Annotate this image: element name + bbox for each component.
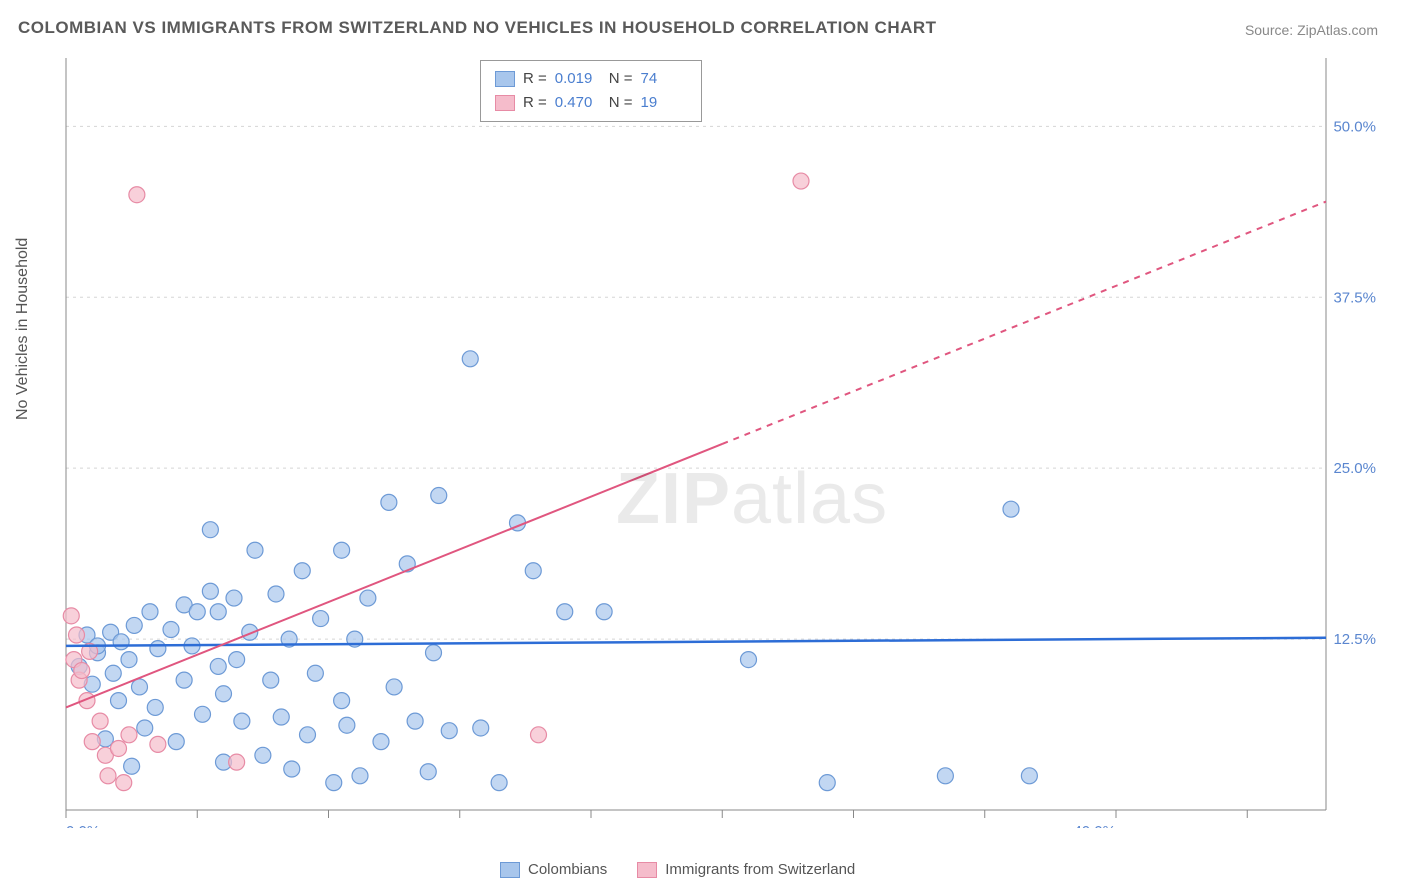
legend-series-label: Immigrants from Switzerland (665, 861, 855, 878)
legend-n-label: N = (609, 91, 633, 115)
legend-series: Colombians Immigrants from Switzerland (500, 861, 855, 878)
legend-swatch (495, 71, 515, 87)
legend-r-value: 0.470 (555, 91, 601, 115)
plot-area: 0.0%40.0%12.5%25.0%37.5%50.0% ZIPatlas (56, 58, 1376, 828)
legend-swatch (495, 95, 515, 111)
chart-svg: 0.0% 40.0% 12.5% 25.0% 37.5% 50.0% (56, 58, 1376, 828)
svg-text:0.0%: 0.0% (66, 823, 100, 828)
legend-series-item: Colombians (500, 861, 607, 878)
legend-swatch (637, 862, 657, 878)
legend-n-value: 74 (641, 67, 687, 91)
legend-stats-row: R = 0.470 N = 19 (495, 91, 687, 115)
y-axis-label: No Vehicles in Household (14, 238, 32, 420)
legend-series-label: Colombians (528, 861, 607, 878)
legend-stats-row: R = 0.019 N = 74 (495, 67, 687, 91)
legend-n-value: 19 (641, 91, 687, 115)
source-label: Source: ZipAtlas.com (1245, 22, 1378, 38)
svg-text:25.0%: 25.0% (1333, 460, 1376, 477)
svg-text:40.0%: 40.0% (1073, 823, 1116, 828)
svg-text:50.0%: 50.0% (1333, 118, 1376, 135)
svg-text:12.5%: 12.5% (1333, 631, 1376, 648)
legend-stats: R = 0.019 N = 74 R = 0.470 N = 19 (480, 60, 702, 122)
legend-r-value: 0.019 (555, 67, 601, 91)
legend-n-label: N = (609, 67, 633, 91)
chart-title: COLOMBIAN VS IMMIGRANTS FROM SWITZERLAND… (18, 18, 937, 38)
legend-r-label: R = (523, 91, 547, 115)
legend-r-label: R = (523, 67, 547, 91)
legend-swatch (500, 862, 520, 878)
svg-text:37.5%: 37.5% (1333, 289, 1376, 306)
legend-series-item: Immigrants from Switzerland (637, 861, 855, 878)
